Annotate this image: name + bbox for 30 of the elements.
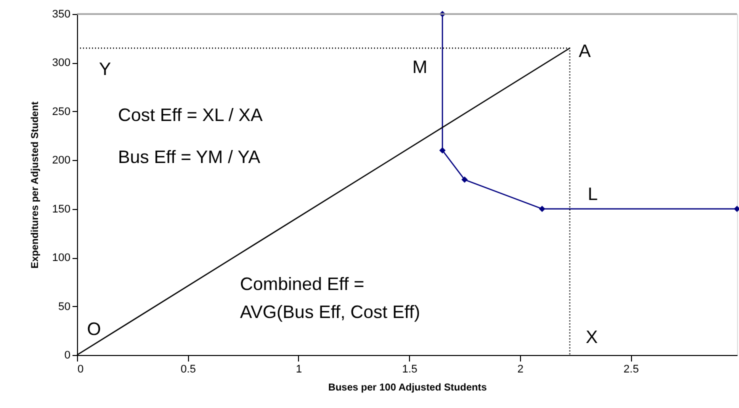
point bbox=[461, 176, 468, 183]
annotation: Cost Eff = XL / XA bbox=[118, 105, 263, 125]
point bbox=[538, 206, 546, 212]
x-axis-title: Buses per 100 Adjusted Students bbox=[328, 382, 488, 394]
annotation: X bbox=[586, 327, 598, 347]
annotation: O bbox=[87, 319, 102, 339]
annotation: M bbox=[412, 57, 428, 78]
annotation: AVG(Bus Eff, Cost Eff) bbox=[240, 302, 420, 322]
y-tick-label: 200 bbox=[52, 154, 70, 167]
point bbox=[734, 206, 739, 212]
y-tick-label: 350 bbox=[52, 8, 70, 20]
y-tick-label: 0 bbox=[64, 350, 70, 362]
annotation: L bbox=[588, 184, 598, 204]
annotation: Y bbox=[99, 59, 112, 80]
x-tick-label: 2.5 bbox=[624, 364, 639, 376]
x-tick-label: 1.5 bbox=[402, 364, 418, 376]
x-tick-label: 0.5 bbox=[180, 364, 196, 376]
y-tick-label: 150 bbox=[52, 203, 70, 216]
y-tick-label: 100 bbox=[52, 252, 70, 264]
x-tick-label: 1 bbox=[296, 364, 302, 376]
annotation: Combined Eff = bbox=[240, 274, 364, 294]
annotation: A bbox=[578, 41, 591, 62]
point bbox=[439, 147, 446, 154]
x-tick-label: 0 bbox=[78, 364, 84, 376]
annotation: Bus Eff = YM / YA bbox=[118, 147, 260, 167]
y-tick-label: 250 bbox=[52, 106, 70, 118]
y-tick-label: 50 bbox=[58, 300, 70, 313]
y-axis-title: Expenditures per Adjusted Student bbox=[30, 100, 42, 268]
y-tick-label: 300 bbox=[52, 57, 70, 70]
x-tick-label: 2 bbox=[517, 364, 524, 376]
